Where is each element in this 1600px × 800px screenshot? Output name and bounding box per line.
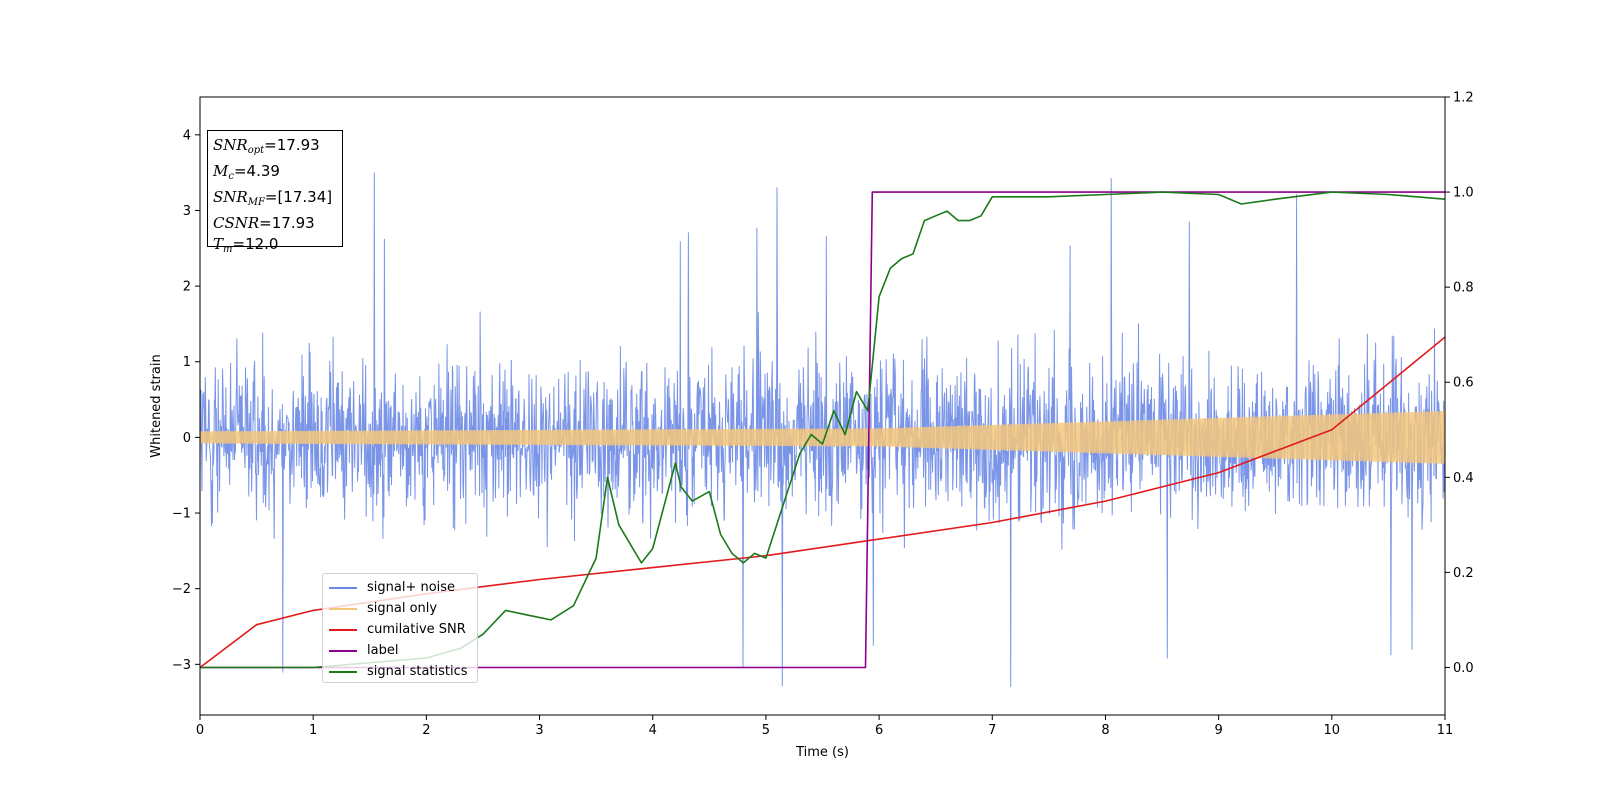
y-left-tick-label: 4 <box>183 128 191 143</box>
legend-swatch <box>329 586 357 589</box>
plot-frame <box>199 96 1446 716</box>
x-tick-label: 3 <box>535 723 543 738</box>
y-left-tick-label: −1 <box>172 507 191 522</box>
legend-label: label <box>367 643 399 658</box>
legend-label: signal+ noise <box>367 580 456 595</box>
y-right-tick-label: 0.6 <box>1453 376 1474 391</box>
x-axis-label: Time (s) <box>795 745 849 760</box>
y-left-tick-label: −2 <box>172 582 191 597</box>
annotation-snr-mf: SNRMF=[17.34] <box>213 188 333 208</box>
x-tick-label: 2 <box>422 723 430 738</box>
x-tick-label: 10 <box>1324 723 1341 738</box>
x-tick-label: 11 <box>1437 723 1454 738</box>
legend-item: cumilative SNR <box>329 619 477 640</box>
axes-layer: 0 1 2 3 4 5 6 7 8 9 10 11 −3 −2 −1 0 1 2 3 4 0.0 0.2 0.4 0.6 0.8… <box>149 91 1474 761</box>
y-left-tick-label: 0 <box>183 431 191 446</box>
y-right-tick-label: 0.0 <box>1453 661 1474 676</box>
y-left-tick-label: 2 <box>183 280 191 295</box>
legend-swatch <box>329 607 357 610</box>
legend-label: cumilative SNR <box>367 622 466 637</box>
y-right-tick-label: 1.0 <box>1453 186 1474 201</box>
annotation-tm: Tm=12.0 <box>213 235 279 255</box>
legend-swatch <box>329 670 357 673</box>
x-tick-label: 9 <box>1214 723 1222 738</box>
legend-item: signal+ noise <box>329 577 477 598</box>
legend-item: signal statistics <box>329 661 477 682</box>
legend-swatch <box>329 649 357 652</box>
y-right-tick-label: 1.2 <box>1453 91 1474 106</box>
signal-only-line <box>200 410 1445 464</box>
annotation-csnr: CSNR=17.93 <box>213 214 315 232</box>
x-tick-label: 4 <box>649 723 657 738</box>
x-tick-label: 1 <box>309 723 317 738</box>
x-tick-label: 5 <box>762 723 770 738</box>
legend-label: signal statistics <box>367 664 468 679</box>
x-tick-label: 7 <box>988 723 996 738</box>
y-right-tick-label: 0.4 <box>1453 471 1474 486</box>
legend-label: signal only <box>367 601 438 616</box>
plot-area <box>200 172 1445 688</box>
annotation-snr-opt: SNRopt=17.93 <box>213 136 320 156</box>
y-axis-label: Whitened strain <box>149 354 164 457</box>
y-left-tick-label: 3 <box>183 204 191 219</box>
annotation-mc: Mc=4.39 <box>213 162 280 182</box>
legend-swatch <box>329 628 357 631</box>
signal-statistics-line <box>200 191 1445 669</box>
x-tick-label: 6 <box>875 723 883 738</box>
x-tick-label: 8 <box>1101 723 1109 738</box>
y-right-tick-label: 0.8 <box>1453 281 1474 296</box>
legend: signal+ noise signal only cumilative SNR… <box>322 573 478 683</box>
y-right-tick-label: 0.2 <box>1453 566 1474 581</box>
legend-item: label <box>329 640 477 661</box>
legend-item: signal only <box>329 598 477 619</box>
x-tick-label: 0 <box>196 723 204 738</box>
y-left-tick-label: −3 <box>172 658 191 673</box>
series-layer <box>200 172 1445 688</box>
y-left-tick-label: 1 <box>183 355 191 370</box>
annotation-box: SNRopt=17.93 Mc=4.39 SNRMF=[17.34] CSNR=… <box>207 130 343 255</box>
